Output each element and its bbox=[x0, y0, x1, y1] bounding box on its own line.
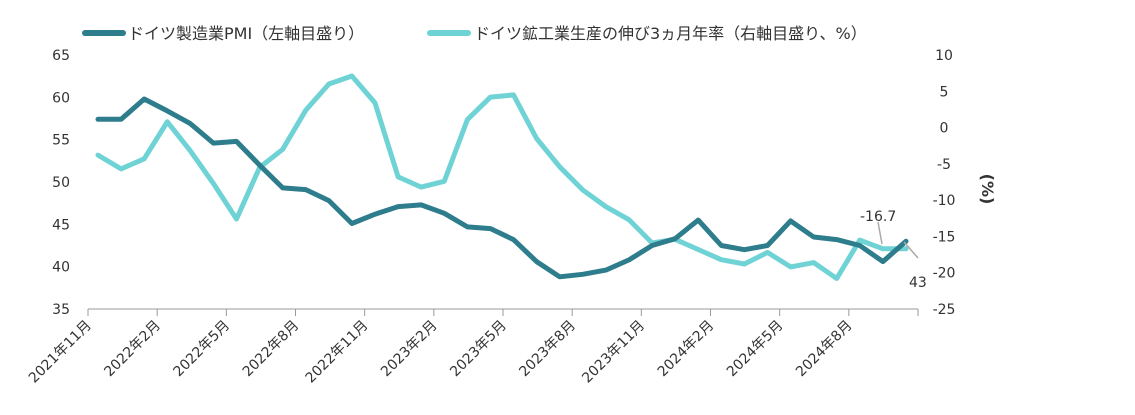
y-left-tick-label: 40 bbox=[52, 260, 70, 276]
x-tick-label: 2022年2月 bbox=[101, 318, 164, 381]
y-right-tick-label: -5 bbox=[937, 157, 951, 173]
pmi-callout-line bbox=[903, 241, 919, 259]
y-right-tick-label: -10 bbox=[933, 193, 956, 209]
y-right-tick-label: -15 bbox=[933, 229, 956, 245]
series-line-pmi bbox=[95, 96, 909, 280]
y-right-tick-label: 0 bbox=[940, 121, 949, 137]
y-right-axis-label: (%) bbox=[978, 174, 997, 205]
x-tick-label: 2023年5月 bbox=[447, 318, 510, 381]
legend-label-pmi: ドイツ製造業PMI（左軸目盛り） bbox=[128, 24, 364, 43]
y-left-ticks: 65 60 55 50 45 40 35 bbox=[52, 48, 70, 318]
x-tick-label: 2023年2月 bbox=[378, 318, 441, 381]
x-tick-label: 2024年5月 bbox=[724, 318, 787, 381]
ip-callout-line bbox=[877, 221, 883, 245]
x-tick-label: 2021年11月 bbox=[26, 318, 95, 387]
pmi-last-value-label: 43 bbox=[909, 275, 927, 291]
series-layer bbox=[95, 73, 909, 281]
x-tick-label: 2023年11月 bbox=[579, 318, 648, 387]
x-tick-label: 2022年11月 bbox=[303, 318, 372, 387]
y-left-tick-label: 60 bbox=[52, 90, 70, 106]
x-tick-label: 2022年8月 bbox=[240, 318, 303, 381]
ip-last-value-label: -16.7 bbox=[860, 209, 896, 225]
y-right-tick-label: 5 bbox=[940, 84, 949, 100]
y-right-tick-label: -20 bbox=[933, 266, 956, 282]
annotations: -16.7 43 bbox=[860, 209, 927, 291]
x-tick-label: 2023年8月 bbox=[516, 318, 579, 381]
y-right-tick-label: -25 bbox=[933, 302, 956, 318]
legend-label-ip: ドイツ鉱工業生産の伸び3ヵ月年率（右軸目盛り、%） bbox=[474, 24, 867, 43]
series-line-ip bbox=[95, 73, 909, 281]
y-right-tick-label: 10 bbox=[935, 48, 953, 64]
x-tick-label: 2022年5月 bbox=[171, 318, 234, 381]
y-left-tick-label: 45 bbox=[52, 217, 70, 233]
y-right-ticks: 10 5 0 -5 -10 -15 -20 -25 bbox=[933, 48, 956, 318]
y-left-tick-label: 55 bbox=[52, 133, 70, 149]
x-tick-label: 2024年2月 bbox=[655, 318, 718, 381]
y-left-tick-label: 50 bbox=[52, 175, 70, 191]
x-tick-label: 2024年8月 bbox=[793, 318, 856, 381]
legend: ドイツ製造業PMI（左軸目盛り） ドイツ鉱工業生産の伸び3ヵ月年率（右軸目盛り、… bbox=[82, 24, 867, 43]
y-left-tick-label: 65 bbox=[52, 48, 70, 64]
y-left-tick-label: 35 bbox=[52, 302, 70, 318]
x-ticks: 2021年11月 2022年2月 2022年5月 2022年8月 2022年11月 202… bbox=[26, 309, 919, 387]
